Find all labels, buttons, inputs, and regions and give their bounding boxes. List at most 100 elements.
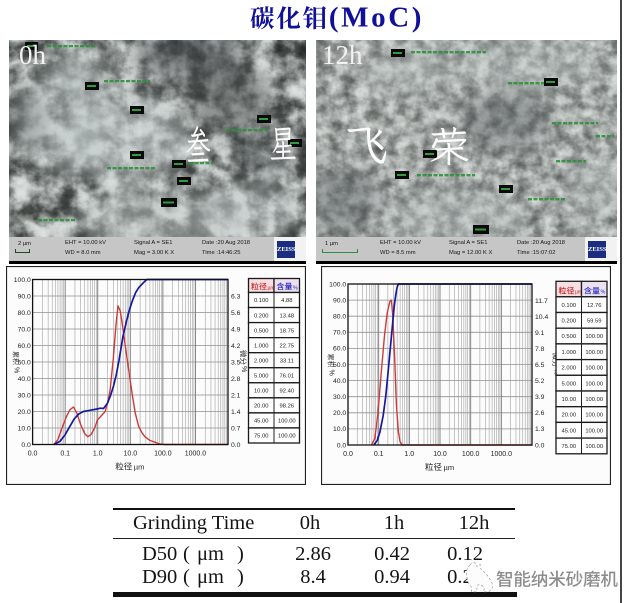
svg-text:100.00: 100.00 xyxy=(278,434,296,440)
svg-text:100.00: 100.00 xyxy=(585,366,603,372)
svg-text:33.11: 33.11 xyxy=(280,358,294,364)
svg-text:20.0: 20.0 xyxy=(18,409,31,416)
svg-text:0.200: 0.200 xyxy=(562,319,577,325)
svg-text:98.26: 98.26 xyxy=(280,404,295,410)
svg-text:1.3: 1.3 xyxy=(535,426,545,433)
svg-text:10.0: 10.0 xyxy=(433,451,447,458)
svg-text:10.0: 10.0 xyxy=(123,451,137,458)
svg-text:12h: 12h xyxy=(322,40,363,70)
svg-text:1.0: 1.0 xyxy=(404,451,414,458)
svg-text:2.6: 2.6 xyxy=(535,410,545,417)
svg-text:12.76: 12.76 xyxy=(587,303,602,309)
svg-text:20.0: 20.0 xyxy=(333,410,346,417)
svg-text:40.0: 40.0 xyxy=(18,376,31,383)
svg-text:1.000: 1.000 xyxy=(254,343,269,349)
svg-text:100.0: 100.0 xyxy=(462,451,480,458)
svg-text:80.0: 80.0 xyxy=(18,310,31,317)
svg-text:0.500: 0.500 xyxy=(254,328,269,334)
svg-text:100.00: 100.00 xyxy=(585,413,603,419)
svg-text:3.9: 3.9 xyxy=(535,394,545,401)
svg-text:70.0: 70.0 xyxy=(18,326,31,333)
svg-text:4.9: 4.9 xyxy=(231,326,241,333)
svg-text:40.0: 40.0 xyxy=(333,378,346,385)
svg-text:5.6: 5.6 xyxy=(231,310,241,317)
svg-text:30.0: 30.0 xyxy=(18,392,31,399)
svg-text:0.100: 0.100 xyxy=(254,298,269,304)
svg-text:100.0: 100.0 xyxy=(329,281,346,288)
svg-text:100.00: 100.00 xyxy=(278,419,296,425)
svg-text:2.000: 2.000 xyxy=(254,358,269,364)
svg-text:5.000: 5.000 xyxy=(254,374,269,380)
svg-text:20.00: 20.00 xyxy=(562,413,577,419)
svg-text:0.0: 0.0 xyxy=(231,442,241,449)
svg-text:92.40: 92.40 xyxy=(280,389,295,395)
svg-text:1.4: 1.4 xyxy=(231,409,241,416)
svg-text:10.0: 10.0 xyxy=(333,426,346,433)
svg-text:90.0: 90.0 xyxy=(18,293,31,300)
svg-text:%: % xyxy=(13,367,20,373)
svg-text:2.8: 2.8 xyxy=(231,376,241,383)
svg-text:100.00: 100.00 xyxy=(585,350,603,356)
svg-text:%: % xyxy=(328,370,335,376)
svg-text:10.00: 10.00 xyxy=(254,389,269,395)
svg-text:4.2: 4.2 xyxy=(231,343,241,350)
svg-text:0.100: 0.100 xyxy=(562,303,577,309)
svg-text:13.48: 13.48 xyxy=(280,313,295,319)
svg-text:0.0: 0.0 xyxy=(28,451,38,458)
svg-text:0.0: 0.0 xyxy=(337,442,347,449)
svg-text:0.500: 0.500 xyxy=(562,334,577,340)
svg-text:0.7: 0.7 xyxy=(231,425,241,432)
svg-text:10.0: 10.0 xyxy=(18,425,31,432)
svg-text:0.200: 0.200 xyxy=(254,313,269,319)
svg-text:5.2: 5.2 xyxy=(535,378,545,385)
svg-text:4.88: 4.88 xyxy=(281,298,292,304)
svg-text:(MoC): (MoC) xyxy=(329,2,424,34)
svg-text:50.0: 50.0 xyxy=(333,362,346,369)
svg-text:10.4: 10.4 xyxy=(535,314,548,321)
svg-text:100.0: 100.0 xyxy=(154,451,172,458)
svg-text:100.00: 100.00 xyxy=(585,444,603,450)
svg-text:11.7: 11.7 xyxy=(535,298,548,305)
svg-text:µm: µm xyxy=(268,285,275,291)
svg-text:45.00: 45.00 xyxy=(562,428,577,434)
svg-text:75.00: 75.00 xyxy=(562,444,577,450)
svg-text:1.0: 1.0 xyxy=(93,451,103,458)
svg-text:µm: µm xyxy=(575,290,582,296)
svg-text:90.0: 90.0 xyxy=(333,297,346,304)
svg-text:0.1: 0.1 xyxy=(374,451,384,458)
svg-text:100.00: 100.00 xyxy=(585,428,603,434)
svg-text:2.000: 2.000 xyxy=(562,366,577,372)
svg-text:%: % xyxy=(293,285,298,291)
svg-text:80.0: 80.0 xyxy=(333,314,346,321)
svg-text:9.1: 9.1 xyxy=(535,330,545,337)
svg-text:3.5: 3.5 xyxy=(231,359,241,366)
svg-text:6.5: 6.5 xyxy=(535,362,545,369)
svg-text:100.00: 100.00 xyxy=(585,334,603,340)
svg-text:0.1: 0.1 xyxy=(60,451,70,458)
svg-text:76.01: 76.01 xyxy=(280,374,295,380)
svg-text:1000.0: 1000.0 xyxy=(185,451,207,458)
svg-text:7.8: 7.8 xyxy=(535,346,545,353)
svg-text:6.3: 6.3 xyxy=(231,293,241,300)
svg-text:45.00: 45.00 xyxy=(254,419,269,425)
svg-text:100.00: 100.00 xyxy=(585,381,603,387)
svg-text:70.0: 70.0 xyxy=(333,330,346,337)
svg-text:10.00: 10.00 xyxy=(562,397,577,403)
svg-text:100.00: 100.00 xyxy=(585,397,603,403)
svg-text:5.000: 5.000 xyxy=(562,381,577,387)
svg-text:60.0: 60.0 xyxy=(18,343,31,350)
svg-text:59.59: 59.59 xyxy=(587,319,602,325)
svg-text:100.0: 100.0 xyxy=(14,277,31,284)
svg-text:0.0: 0.0 xyxy=(343,451,353,458)
svg-text:1000.0: 1000.0 xyxy=(491,451,513,458)
svg-text:2.1: 2.1 xyxy=(231,392,241,399)
svg-text:50.0: 50.0 xyxy=(18,359,31,366)
svg-text:%: % xyxy=(240,366,247,372)
svg-text:µm: µm xyxy=(134,463,145,472)
svg-text:0.0: 0.0 xyxy=(21,442,31,449)
svg-text:0h: 0h xyxy=(19,40,47,70)
svg-text:20.00: 20.00 xyxy=(254,404,269,410)
svg-text:22.75: 22.75 xyxy=(280,343,295,349)
svg-text:75.00: 75.00 xyxy=(254,434,269,440)
svg-text:µm: µm xyxy=(444,463,455,472)
